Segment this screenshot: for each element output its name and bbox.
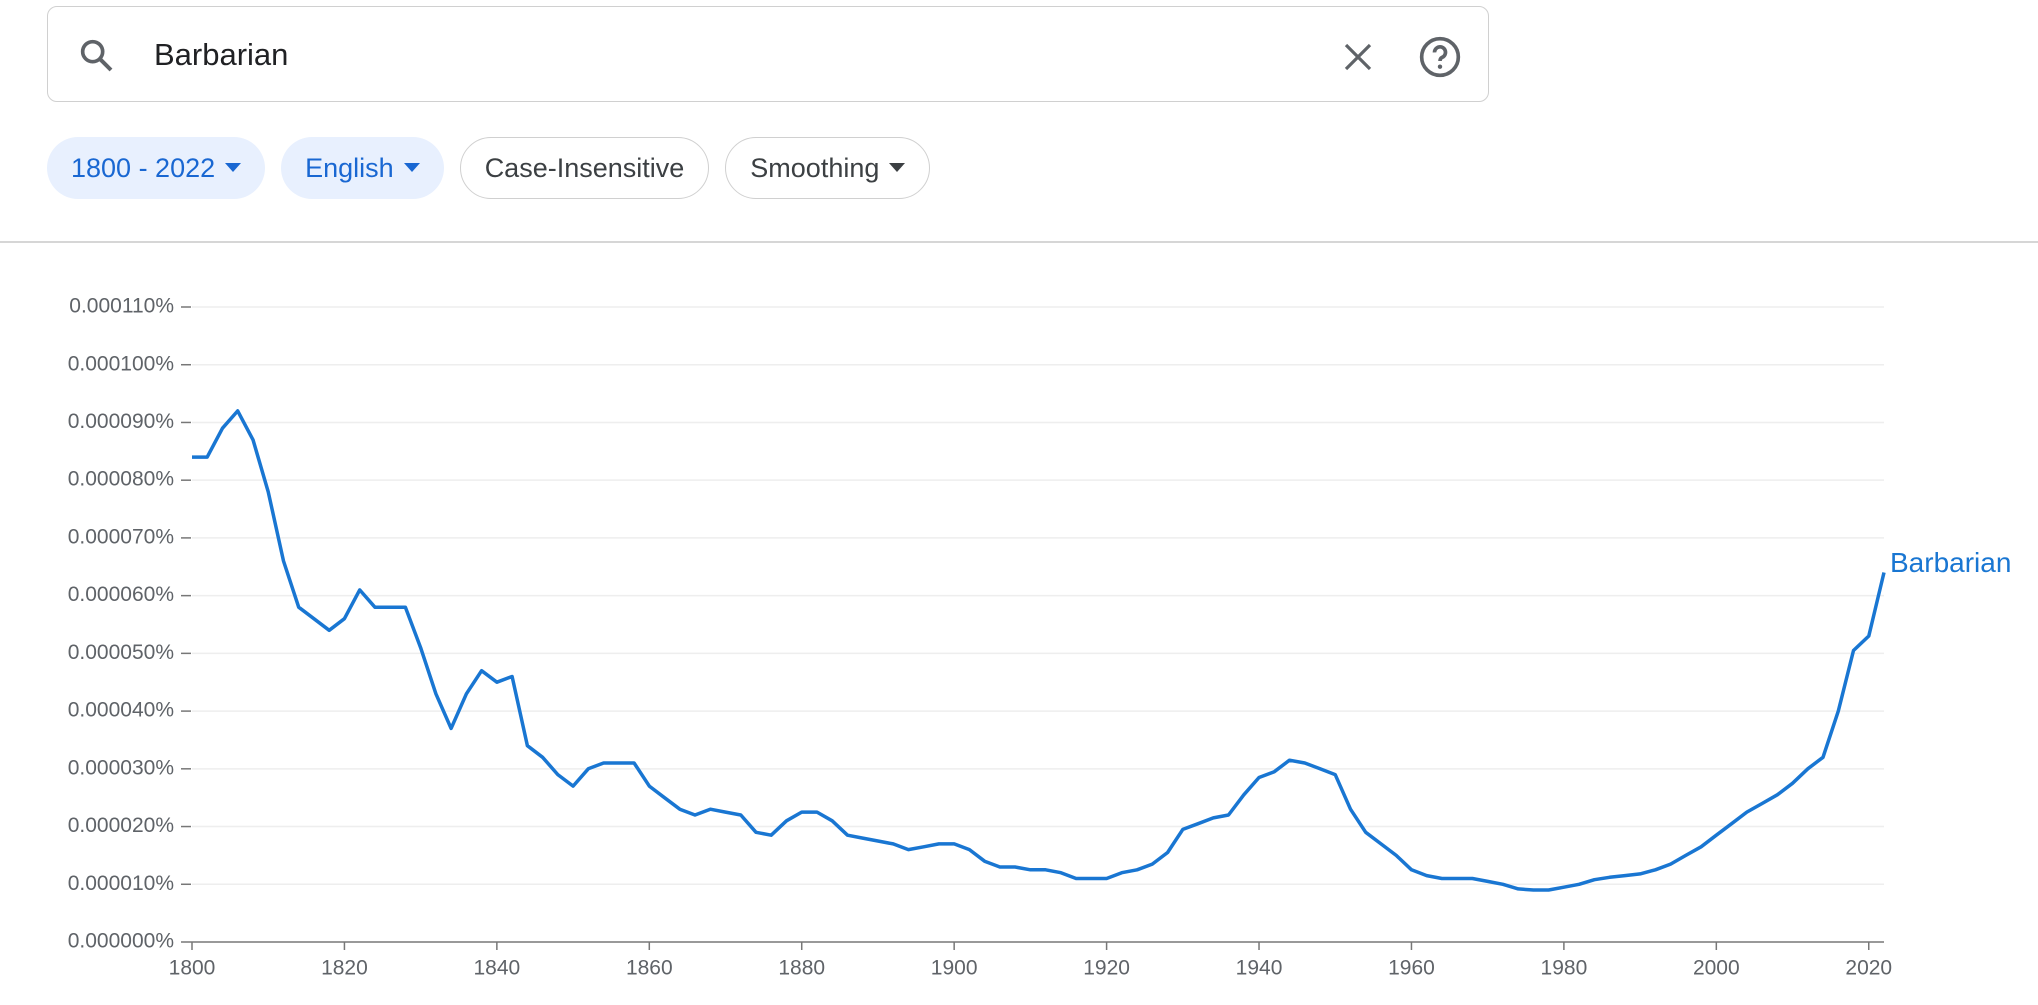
chip-label: English — [305, 152, 394, 183]
y-tick-label: 0.000110% — [69, 295, 174, 318]
series-line — [192, 409, 1886, 892]
y-tick-label: 0.000030% — [68, 756, 174, 779]
year-range-chip[interactable]: 1800 - 2022 — [47, 137, 266, 199]
case-chip[interactable]: Case-Insensitive — [459, 137, 710, 199]
y-tick-label: 0.000100% — [68, 352, 174, 375]
x-tick-label: 1820 — [321, 957, 368, 980]
chip-label: 1800 - 2022 — [71, 152, 216, 183]
x-tick-label: 1940 — [1236, 957, 1283, 980]
y-tick-label: 0.000060% — [68, 583, 174, 606]
dropdown-arrow — [225, 163, 242, 172]
y-tick-label: 0.000080% — [68, 468, 174, 491]
series-label: Barbarian — [1890, 547, 2011, 578]
x-tick-label: 2020 — [1845, 957, 1892, 980]
chip-label: Case-Insensitive — [484, 152, 685, 183]
y-tick-label: 0.000070% — [68, 525, 174, 548]
filter-chips: 1800 - 2022 English Case-Insensitive Smo… — [47, 137, 931, 199]
y-tick-label: 0.000010% — [68, 872, 174, 895]
chip-label: Smoothing — [750, 152, 880, 183]
y-tick-label: 0.000040% — [68, 699, 174, 722]
x-tick-label: 1860 — [626, 957, 673, 980]
x-tick-label: 1800 — [169, 957, 216, 980]
dropdown-arrow — [403, 163, 420, 172]
x-tick-label: 1880 — [778, 957, 825, 980]
x-tick-label: 1980 — [1541, 957, 1588, 980]
search-box[interactable]: Barbarian — [47, 6, 1489, 102]
x-tick-label: 1920 — [1083, 957, 1130, 980]
divider — [0, 241, 2038, 243]
clear-button[interactable] — [1342, 41, 1374, 73]
corpus-chip[interactable]: English — [281, 137, 444, 199]
y-tick-label: 0.000000% — [68, 930, 174, 953]
x-tick-label: 1900 — [931, 957, 978, 980]
x-tick-label: 2000 — [1693, 957, 1740, 980]
search-icon — [80, 39, 113, 72]
y-tick-label: 0.000090% — [68, 410, 174, 433]
smoothing-chip[interactable]: Smoothing — [725, 137, 931, 199]
y-tick-label: 0.000050% — [68, 641, 174, 664]
x-tick-label: 1840 — [474, 957, 521, 980]
help-button[interactable] — [1418, 35, 1462, 79]
dropdown-arrow — [889, 163, 906, 172]
search-query[interactable]: Barbarian — [154, 37, 289, 72]
x-tick-label: 1960 — [1388, 957, 1435, 980]
y-tick-label: 0.000020% — [68, 814, 174, 837]
